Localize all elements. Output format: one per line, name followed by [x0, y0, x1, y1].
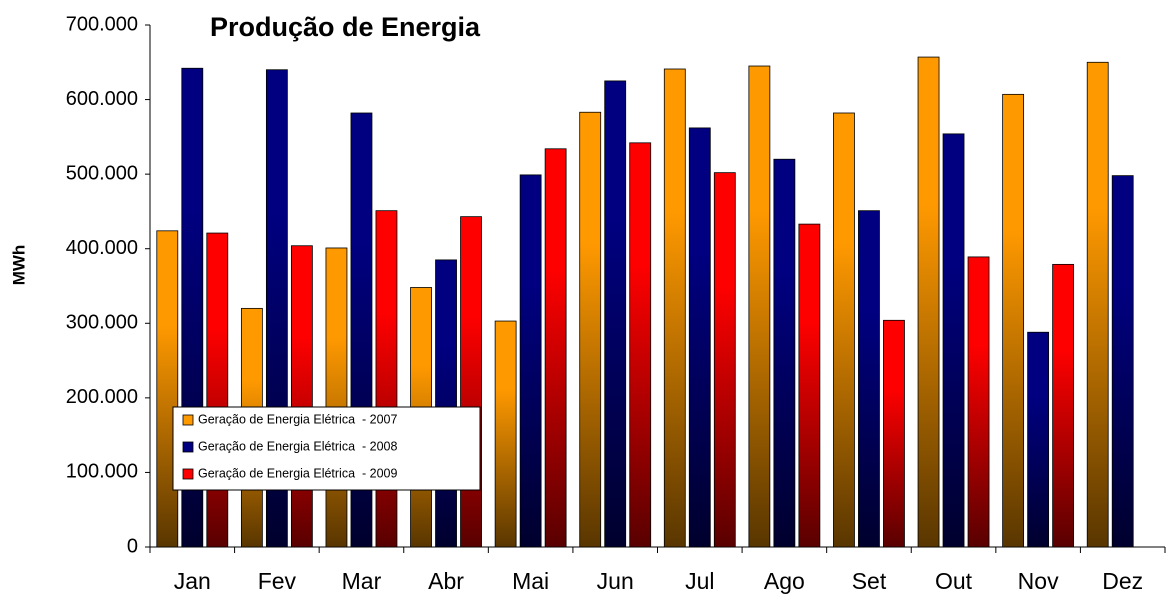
legend-label: Geração de Energia Elétrica - 2007: [198, 412, 397, 426]
bar: [798, 223, 821, 548]
bar: [206, 232, 229, 548]
legend-swatch: [182, 414, 194, 426]
chart-title: Produção de Energia: [210, 12, 481, 42]
bar: [748, 65, 771, 548]
bar: [833, 112, 855, 548]
legend-label: Geração de Energia Elétrica - 2008: [198, 439, 397, 453]
bar: [713, 172, 736, 548]
legend-box: [172, 406, 481, 491]
bar: [544, 148, 567, 548]
x-tick-label: Ago: [764, 568, 805, 594]
bar: [494, 320, 517, 548]
bar: [1027, 331, 1050, 548]
bar: [1002, 93, 1025, 548]
bar: [942, 133, 965, 548]
bar: [688, 127, 711, 548]
bar: [375, 210, 398, 548]
x-tick-label: Abr: [428, 568, 464, 594]
bar: [663, 68, 686, 548]
y-tick-label: 600.000: [66, 88, 138, 110]
bar: [1111, 175, 1134, 548]
x-tick-label: Jul: [685, 568, 714, 594]
x-tick-label: Mai: [512, 568, 549, 594]
x-tick-label: Set: [852, 568, 887, 594]
bar: [773, 158, 796, 548]
legend: Geração de Energia Elétrica - 2007 Geraçã…: [172, 406, 481, 491]
x-tick-label: Out: [935, 568, 973, 594]
bar: [460, 216, 482, 548]
x-tick-label: Nov: [1018, 568, 1059, 594]
y-tick-label: 100.000: [66, 461, 138, 483]
legend-label: Geração de Energia Elétrica - 2009: [198, 466, 397, 480]
bar: [435, 259, 457, 548]
x-tick-label: Dez: [1102, 568, 1143, 594]
bar: [1052, 263, 1075, 548]
y-tick-label: 0: [127, 535, 138, 557]
bar: [629, 142, 652, 548]
bar: [325, 247, 348, 548]
y-tick-label: 400.000: [66, 237, 138, 259]
x-tick-label: Mar: [342, 568, 382, 594]
x-tick-label: Jan: [174, 568, 211, 594]
bar: [1086, 61, 1109, 548]
legend-swatch: [182, 441, 194, 453]
bar: [917, 56, 940, 548]
bar: [883, 319, 905, 548]
x-tick-label: Fev: [258, 568, 297, 594]
bar: [519, 174, 542, 548]
bar: [604, 80, 627, 548]
legend-swatch: [182, 468, 194, 480]
x-tick-label: Jun: [597, 568, 634, 594]
y-tick-label: 500.000: [66, 162, 138, 184]
bar: [858, 210, 880, 548]
y-tick-label: 200.000: [66, 386, 138, 408]
y-tick-label: 700.000: [66, 13, 138, 35]
y-axis-label: MWh: [9, 245, 28, 286]
y-tick-label: 300.000: [66, 312, 138, 334]
bar: [967, 256, 990, 548]
bar: [156, 230, 179, 548]
bar: [290, 245, 313, 548]
bar: [579, 111, 602, 548]
